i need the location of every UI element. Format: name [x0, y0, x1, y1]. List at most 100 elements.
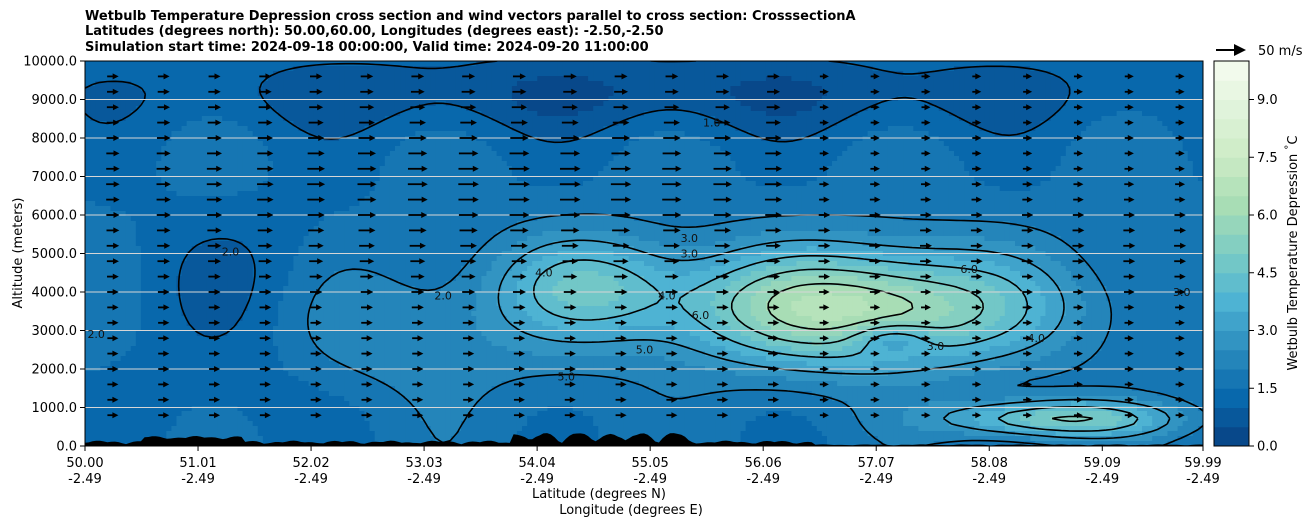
field-cell: [771, 81, 777, 87]
field-cell: [588, 61, 594, 67]
field-cell: [511, 61, 518, 67]
field-cell: [1091, 136, 1097, 142]
field-cell: [1121, 61, 1128, 67]
field-cell: [389, 116, 396, 122]
field-cell: [994, 111, 1001, 117]
field-cell: [811, 76, 818, 82]
field-cell: [689, 156, 696, 162]
field-cell: [786, 121, 792, 127]
field-cell: [684, 101, 691, 107]
field-cell: [862, 96, 869, 102]
field-cell: [334, 161, 340, 167]
field-cell: [262, 146, 269, 152]
field-cell: [715, 71, 721, 77]
field-cell: [776, 91, 782, 97]
field-cell: [481, 141, 488, 147]
field-cell: [359, 146, 366, 152]
field-cell: [877, 156, 884, 162]
field-cell: [176, 166, 183, 172]
field-cell: [801, 111, 808, 117]
field-cell: [689, 86, 696, 92]
field-cell: [730, 71, 737, 77]
field-cell: [506, 91, 513, 97]
field-cell: [618, 86, 625, 92]
field-cell: [120, 81, 127, 87]
field-cell: [781, 141, 787, 147]
field-cell: [156, 131, 162, 137]
field-cell: [1075, 71, 1082, 77]
field-cell: [999, 91, 1006, 97]
field-cell: [384, 81, 391, 87]
field-cell: [664, 106, 671, 112]
field-cell: [953, 131, 960, 137]
field-cell: [115, 101, 122, 107]
field-cell: [95, 126, 101, 132]
field-cell: [1020, 141, 1026, 147]
field-cell: [323, 81, 330, 87]
field-cell: [1045, 156, 1052, 162]
field-cell: [100, 106, 106, 112]
field-cell: [694, 101, 701, 107]
field-cell: [161, 101, 167, 107]
field-cell: [974, 131, 980, 137]
field-cell: [710, 166, 716, 172]
field-cell: [710, 101, 716, 107]
field-cell: [867, 81, 874, 87]
field-cell: [644, 106, 650, 112]
field-cell: [354, 116, 361, 122]
field-cell: [496, 171, 503, 177]
field-cell: [237, 156, 244, 162]
field-cell: [288, 166, 294, 172]
field-cell: [186, 121, 193, 127]
field-cell: [369, 66, 376, 72]
field-cell: [486, 116, 493, 122]
field-cell: [476, 66, 482, 72]
field-cell: [161, 116, 167, 122]
field-cell: [486, 131, 493, 137]
field-cell: [425, 151, 432, 157]
field-cell: [140, 151, 147, 157]
field-cell: [852, 171, 859, 177]
field-cell: [1055, 111, 1062, 117]
field-cell: [369, 161, 376, 167]
field-cell: [877, 161, 884, 167]
field-cell: [267, 76, 274, 82]
field-cell: [313, 66, 320, 72]
field-cell: [1147, 71, 1153, 77]
field-cell: [913, 166, 920, 172]
field-cell: [694, 156, 701, 162]
field-cell: [1081, 136, 1087, 142]
field-cell: [572, 141, 579, 147]
field-cell: [415, 86, 421, 92]
field-cell: [151, 126, 157, 132]
field-cell: [1070, 76, 1077, 82]
field-cell: [278, 111, 284, 117]
field-cell: [252, 131, 259, 137]
field-cell: [85, 151, 91, 157]
field-cell: [227, 146, 233, 152]
field-cell: [176, 131, 183, 137]
field-cell: [267, 156, 274, 162]
field-cell: [608, 86, 615, 92]
field-cell: [1177, 66, 1184, 72]
field-cell: [628, 96, 635, 102]
field-cell: [1055, 136, 1062, 142]
field-cell: [522, 156, 528, 162]
field-cell: [1101, 146, 1108, 152]
field-cell: [303, 126, 310, 132]
field-cell: [826, 116, 833, 122]
field-cell: [359, 126, 366, 132]
field-cell: [938, 121, 945, 127]
field-cell: [593, 161, 599, 167]
field-cell: [283, 171, 289, 177]
field-cell: [745, 141, 752, 147]
field-cell: [669, 126, 676, 132]
field-cell: [613, 86, 620, 92]
field-cell: [201, 106, 208, 112]
field-cell: [1070, 161, 1077, 167]
field-cell: [364, 81, 371, 87]
field-cell: [206, 161, 213, 167]
field-cell: [400, 106, 406, 112]
field-cell: [623, 171, 630, 177]
field-cell: [501, 96, 508, 102]
